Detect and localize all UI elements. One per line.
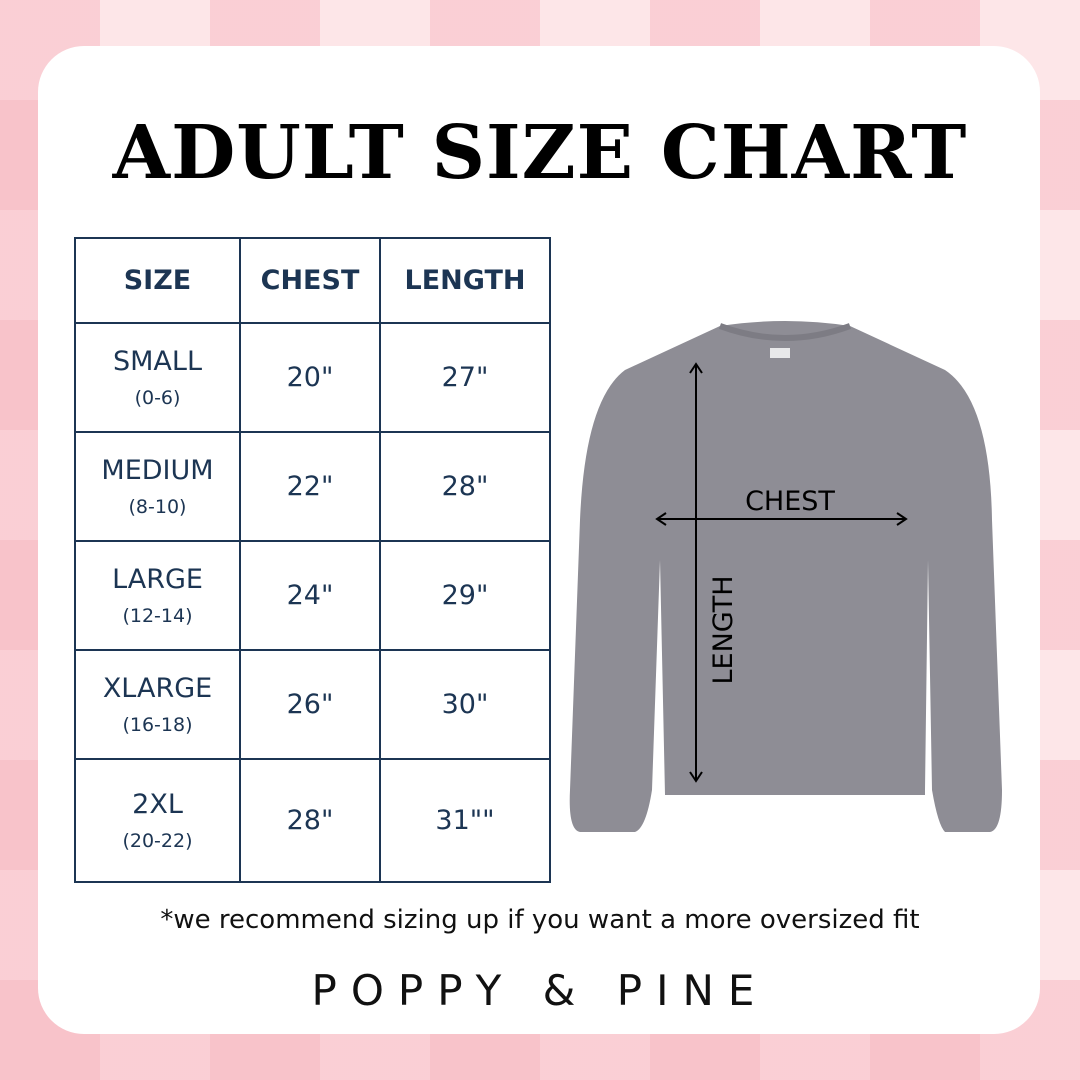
size-range: (16-18) [122,714,193,736]
header-length: LENGTH [379,237,551,324]
chest-label: CHEST [745,486,835,517]
size-name: MEDIUM [101,455,214,486]
sizing-note: *we recommend sizing up if you want a mo… [160,905,920,935]
chest-value: 22" [239,431,381,542]
chest-value: 20" [239,322,381,433]
size-range: (20-22) [122,830,193,852]
size-range: (12-14) [122,605,193,627]
collar [718,323,852,341]
table-row: 2XL (20-22) 28" 31"" [74,758,551,883]
size-range: (8-10) [128,496,187,518]
length-value: 29" [379,540,551,651]
sweatshirt-diagram: CHEST LENGTH [569,321,1002,832]
size-table: SIZE CHEST LENGTH SMALL (0-6) 20" 27" MED… [74,237,551,883]
length-value: 30" [379,649,551,760]
chest-value: 24" [239,540,381,651]
chest-arrow [655,512,908,526]
header-chest: CHEST [239,237,381,324]
header-size: SIZE [74,237,241,324]
length-value: 31"" [379,758,551,883]
table-header: SIZE CHEST LENGTH [74,237,551,324]
length-value: 27" [379,322,551,433]
size-name: SMALL [113,346,202,377]
size-name: 2XL [132,789,183,820]
table-row: MEDIUM (8-10) 22" 28" [74,431,551,542]
chest-value: 26" [239,649,381,760]
length-label: LENGTH [708,575,739,684]
length-arrow [689,362,703,783]
brand-logo: POPPY & PINE [311,966,769,1015]
size-range: (0-6) [134,387,181,409]
tag [770,348,790,358]
sweatshirt-shape [569,321,1002,832]
page-title: ADULT SIZE CHART [112,110,968,196]
size-name: LARGE [112,564,203,595]
table-row: LARGE (12-14) 24" 29" [74,540,551,651]
table-row: XLARGE (16-18) 26" 30" [74,649,551,760]
table-row: SMALL (0-6) 20" 27" [74,322,551,433]
size-name: XLARGE [102,673,213,704]
length-value: 28" [379,431,551,542]
chest-value: 28" [239,758,381,883]
